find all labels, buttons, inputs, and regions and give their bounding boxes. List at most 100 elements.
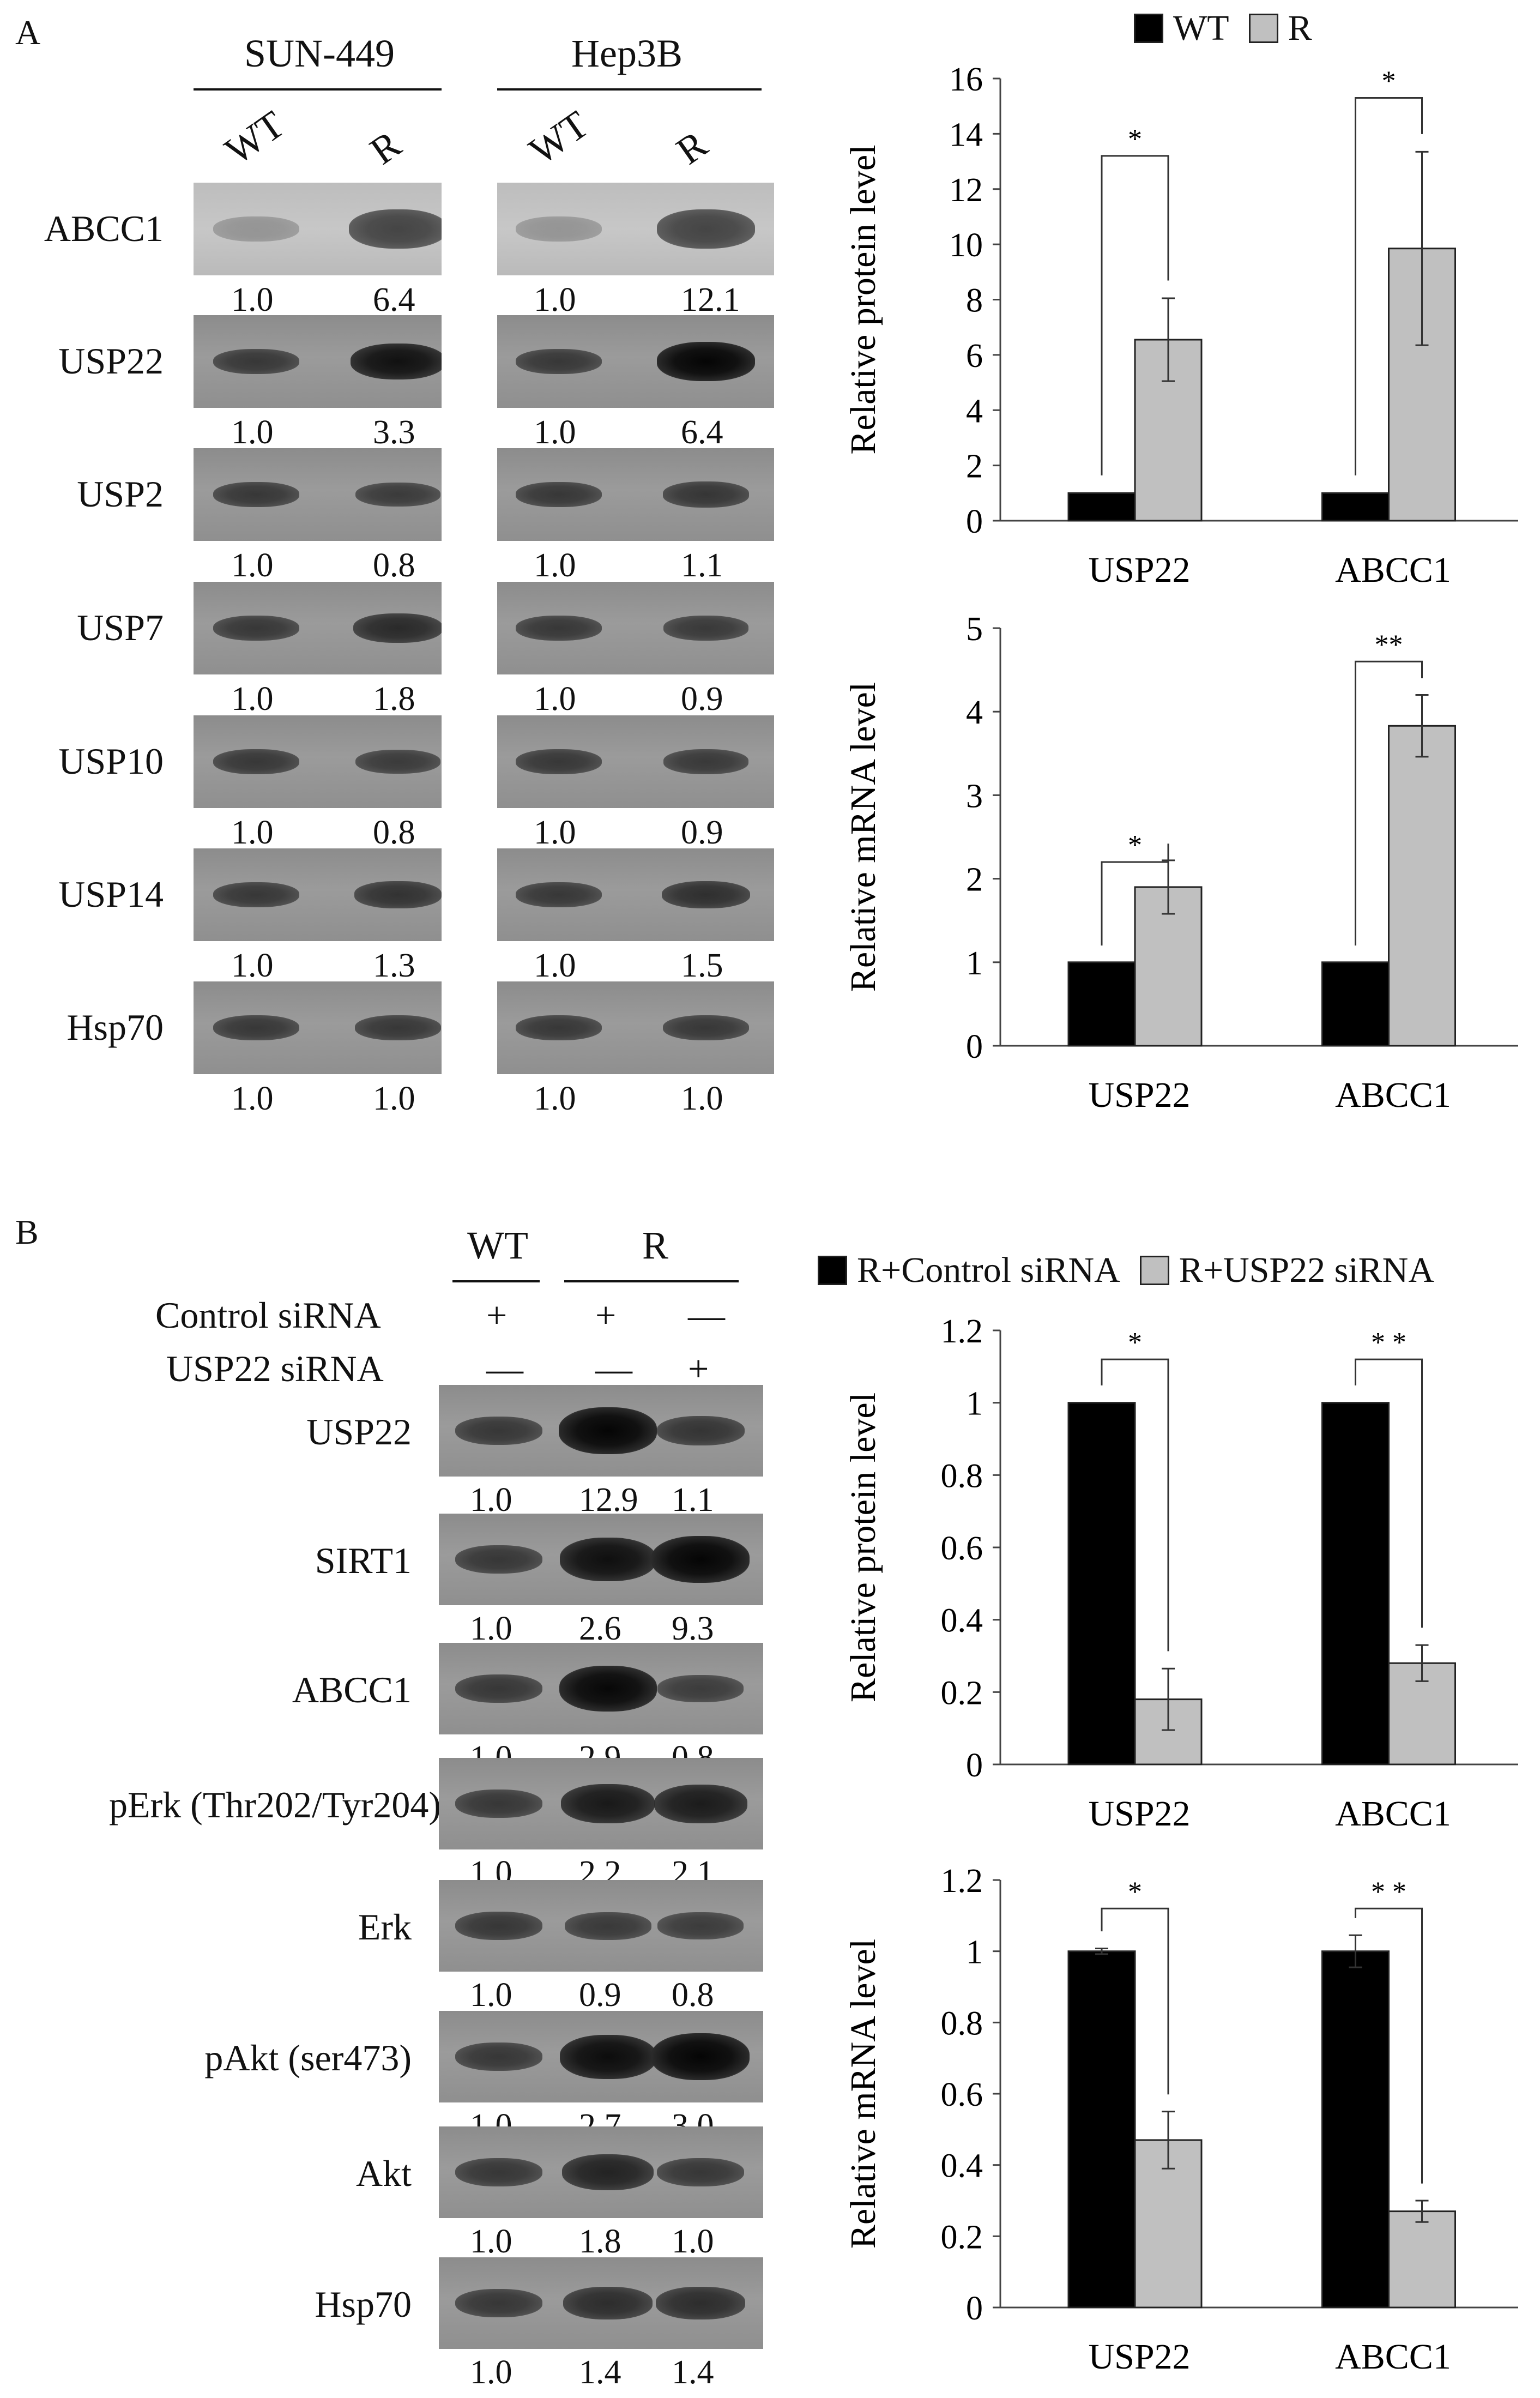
b_protein-ylabel: Relative protein level [843, 1393, 883, 1702]
blot-label-a-0: ABCC1 [44, 208, 164, 249]
blot-a-sun-5 [194, 848, 442, 941]
quant-a-hep-1-0: 1.0 [534, 414, 576, 451]
quant-a-hep-1-1: 6.4 [681, 414, 723, 451]
a_mrna-ytick-label-3: 3 [966, 778, 983, 815]
b_protein-ytick-label-0: 0 [966, 1747, 983, 1784]
treatment-mark-0-0: + [486, 1294, 508, 1336]
blot-label-a-3: USP7 [77, 607, 164, 648]
quant-a-hep-5-0: 1.0 [534, 947, 576, 984]
quant-a-sun-0-0: 1.0 [231, 281, 274, 318]
quant-a-sun-3-1: 1.8 [373, 680, 415, 718]
band-b-5-0 [455, 2042, 542, 2071]
quant-a-sun-5-0: 1.0 [231, 947, 274, 984]
band-b-1-1 [560, 1538, 656, 1581]
quant-a-hep-3-0: 1.0 [534, 680, 576, 718]
band-a-hep-3-1 [663, 616, 749, 641]
blot-a-hep-6 [497, 981, 774, 1074]
b_mrna-ytick-label-6: 1.2 [941, 1863, 983, 1900]
blot-b-2 [439, 1643, 763, 1734]
blot-b-0 [439, 1385, 763, 1477]
b_protein-ytick-label-2: 0.4 [941, 1602, 983, 1640]
b_mrna-sig-mark-1: * * [1371, 1876, 1406, 1907]
legend-swatch-wt [1134, 14, 1163, 43]
blot-b-7 [439, 2257, 763, 2349]
band-b-6-2 [657, 2158, 744, 2187]
b_mrna-sig-mark-0: * [1128, 1876, 1142, 1907]
band-b-4-0 [455, 1911, 542, 1941]
blot-label-b-5: pAkt (ser473) [204, 2037, 412, 2078]
quant-a-hep-0-1: 12.1 [681, 281, 740, 318]
a_mrna-ytick-label-0: 0 [966, 1028, 983, 1065]
quant-b-7-1: 1.4 [579, 2354, 621, 2391]
blot-a-sun-1 [194, 315, 442, 408]
group-underline-hep3b [497, 88, 762, 91]
a_protein-ytick-label-1: 2 [966, 448, 983, 485]
blot-a-hep-5 [497, 848, 774, 941]
b_mrna-sig-bracket-1 [1355, 1907, 1423, 2184]
quant-b-7-0: 1.0 [470, 2354, 512, 2391]
blot-label-b-2: ABCC1 [292, 1669, 412, 1710]
band-a-sun-3-0 [213, 615, 299, 641]
band-b-2-2 [657, 1675, 744, 1702]
blot-b-4 [439, 1880, 763, 1972]
a_protein-bar-0-1 [1321, 492, 1390, 522]
panel-b-letter: B [15, 1213, 39, 1251]
legend-label-wt: WT [1173, 8, 1229, 48]
band-b-2-1 [559, 1665, 657, 1712]
blot-label-b-3: pErk (Thr202/Tyr204) [109, 1784, 441, 1825]
band-a-sun-0-0 [213, 216, 299, 242]
band-b-1-0 [455, 1545, 542, 1574]
quant-a-sun-1-1: 3.3 [373, 414, 415, 451]
blot-label-a-1: USP22 [58, 340, 164, 382]
band-a-hep-6-1 [663, 1015, 749, 1041]
treatment-mark-1-2: + [688, 1348, 709, 1389]
a_mrna-sig-bracket-0 [1101, 843, 1169, 946]
b_mrna-ytick-label-0: 0 [966, 2290, 983, 2327]
legend-panel-a: WT R [1134, 8, 1312, 49]
quant-a-sun-6-0: 1.0 [231, 1080, 274, 1117]
a_protein-ytick-label-7: 14 [949, 116, 983, 153]
band-b-4-1 [564, 1912, 651, 1940]
quant-a-sun-4-1: 0.8 [373, 814, 415, 851]
a_mrna-ytick-label-1: 1 [966, 945, 983, 982]
blot-b-3 [439, 1758, 763, 1849]
quant-a-sun-0-1: 6.4 [373, 281, 415, 318]
b_protein-ytick-label-3: 0.6 [941, 1530, 983, 1567]
quant-a-sun-1-0: 1.0 [231, 414, 274, 451]
quant-a-sun-5-1: 1.3 [373, 947, 415, 984]
treatment-mark-1-0: — [486, 1348, 523, 1389]
a_protein-ytick-label-5: 10 [949, 227, 983, 264]
quant-b-6-1: 1.8 [579, 2223, 621, 2260]
a_protein-ytick-label-4: 8 [966, 282, 983, 320]
group-label-b-r: R [642, 1224, 669, 1267]
b_protein-ytick-label-4: 0.8 [941, 1457, 983, 1495]
band-b-3-1 [561, 1784, 655, 1824]
band-a-hep-1-1 [657, 342, 755, 381]
quant-a-hep-2-0: 1.0 [534, 547, 576, 584]
band-a-hep-1-0 [516, 348, 602, 375]
blot-label-b-6: Akt [356, 2153, 412, 2194]
legend-swatch-usp22si [1139, 1256, 1169, 1285]
blot-label-b-0: USP22 [306, 1411, 412, 1453]
a_protein-sig-bracket-0 [1101, 155, 1169, 475]
band-b-4-2 [657, 1912, 744, 1939]
panel-a-letter: A [15, 13, 41, 52]
quant-a-hep-4-0: 1.0 [534, 814, 576, 851]
b_mrna-bar-0-0 [1067, 1950, 1136, 2309]
band-b-1-2 [651, 1536, 750, 1583]
a_protein-ytick-label-8: 16 [949, 61, 983, 98]
treatment-mark-1-1: — [595, 1348, 632, 1389]
a_mrna-category-0: USP22 [1088, 1075, 1190, 1115]
a_protein-sig-mark-0: * [1128, 124, 1142, 155]
group-underline-sun449 [194, 88, 442, 91]
band-a-sun-6-0 [213, 1015, 299, 1041]
a_mrna-sig-mark-0: * [1128, 830, 1142, 861]
a_mrna-ylabel: Relative mRNA level [843, 682, 883, 992]
b_protein-ytick-label-5: 1 [966, 1385, 983, 1423]
band-b-7-0 [455, 2288, 542, 2318]
a_mrna-category-1: ABCC1 [1335, 1075, 1451, 1115]
band-a-hep-6-0 [516, 1015, 602, 1041]
blot-a-sun-3 [194, 582, 442, 674]
quant-a-hep-3-1: 0.9 [681, 680, 723, 718]
